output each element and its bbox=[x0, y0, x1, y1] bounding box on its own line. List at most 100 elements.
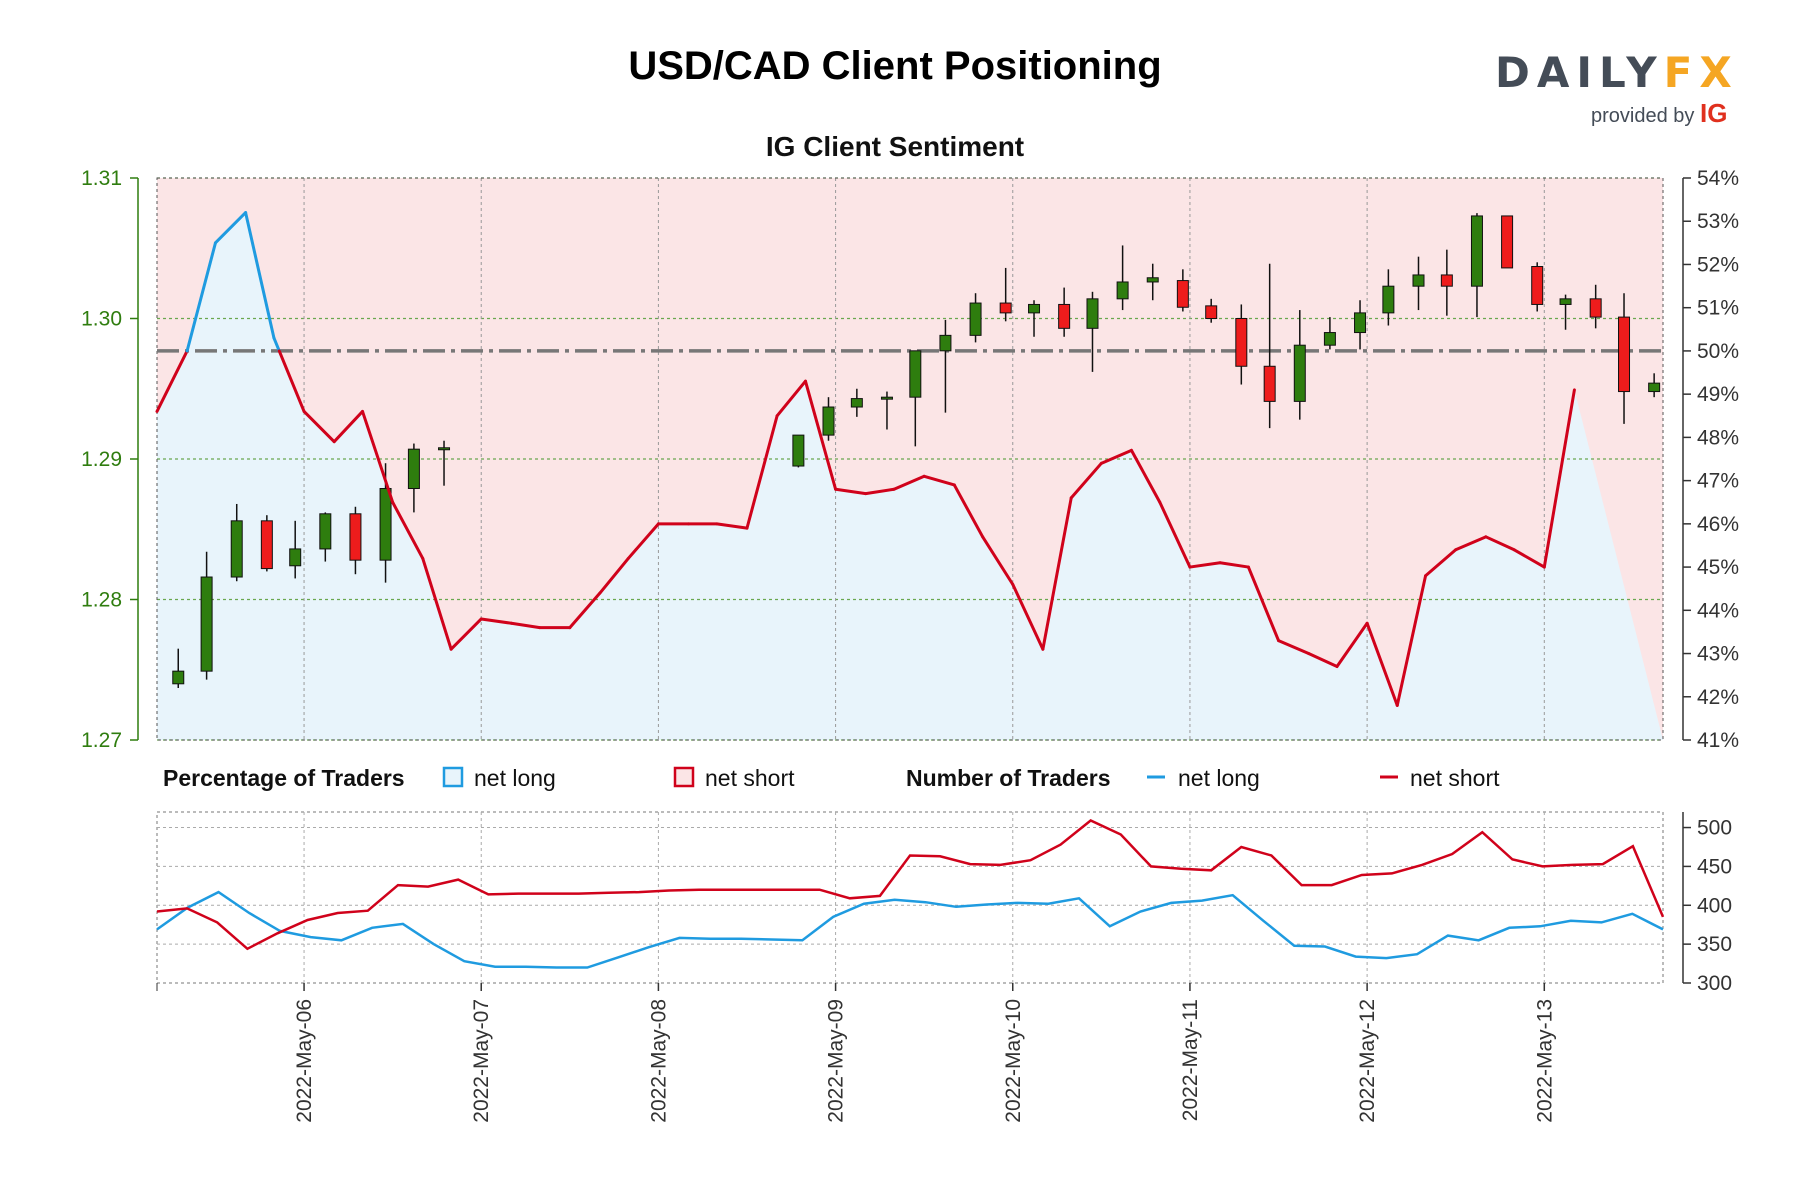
pct-short-segment bbox=[1335, 621, 1369, 669]
pct-tick-label: 41% bbox=[1697, 729, 1739, 752]
logo-brand-part2: FX bbox=[1663, 48, 1739, 97]
pct-segment bbox=[272, 336, 281, 353]
date-tick-label: 2022-May-10 bbox=[1002, 999, 1025, 1123]
dailyfx-logo: DAILYFX provided by IG bbox=[1495, 48, 1755, 128]
bullish-candle bbox=[438, 447, 451, 451]
bearish-candle bbox=[1531, 266, 1544, 305]
pct-short-segment bbox=[1246, 565, 1281, 643]
logo-brand-part1: DAILY bbox=[1495, 48, 1664, 97]
count-tick-label: 350 bbox=[1697, 933, 1732, 956]
bearish-candle bbox=[1501, 215, 1514, 269]
pct-short-segment bbox=[509, 621, 542, 630]
pct-short-segment bbox=[361, 409, 395, 504]
bullish-candle bbox=[1086, 298, 1099, 329]
pct-short-segment bbox=[922, 474, 956, 487]
bullish-candle bbox=[880, 396, 893, 400]
pct-short-segment bbox=[1484, 535, 1516, 552]
bullish-candle bbox=[822, 406, 835, 436]
chart-subtitle: IG Client Sentiment bbox=[765, 131, 1025, 162]
date-tick-label: 2022-May-11 bbox=[1179, 999, 1202, 1121]
bearish-candle bbox=[1058, 303, 1071, 329]
pct-tick-label: 42% bbox=[1697, 686, 1739, 709]
bullish-candle bbox=[1146, 277, 1159, 283]
pct-short-segment bbox=[391, 500, 425, 560]
pct-tick-label: 50% bbox=[1697, 340, 1739, 363]
price-tick-label: 1.28 bbox=[81, 589, 122, 612]
pct-short-segment bbox=[332, 409, 365, 444]
pct-short-segment bbox=[1099, 448, 1133, 465]
pct-short-segment bbox=[1307, 652, 1339, 669]
bullish-candle bbox=[792, 434, 805, 467]
bullish-candle bbox=[850, 398, 863, 408]
count-tick-label: 300 bbox=[1697, 972, 1732, 995]
bearish-candle bbox=[1205, 305, 1218, 320]
pct-short-segment bbox=[1041, 496, 1073, 651]
pct-tick-label: 53% bbox=[1697, 210, 1739, 233]
bullish-candle bbox=[939, 334, 952, 352]
price-tick-label: 1.29 bbox=[81, 448, 122, 471]
pct-short-segment bbox=[715, 522, 749, 530]
price-tick-label: 1.30 bbox=[81, 308, 122, 331]
bullish-candle bbox=[1028, 303, 1041, 314]
bearish-candle bbox=[1589, 298, 1602, 318]
pct-tick-label: 43% bbox=[1697, 643, 1739, 666]
pct-tick-label: 44% bbox=[1697, 599, 1739, 622]
logo-provided-text: provided by bbox=[1591, 105, 1695, 127]
bullish-candle bbox=[200, 576, 213, 672]
date-tick-label: 2022-May-09 bbox=[825, 999, 848, 1123]
pct-short-segment bbox=[1218, 561, 1250, 569]
pct-segment bbox=[277, 349, 306, 413]
date-tick-label: 2022-May-07 bbox=[470, 999, 493, 1123]
pct-short-segment bbox=[775, 379, 807, 418]
legend-pct-short-swatch bbox=[673, 766, 695, 788]
bullish-candle bbox=[1470, 215, 1483, 287]
pct-short-segment bbox=[302, 409, 336, 444]
pct-tick-label: 52% bbox=[1697, 253, 1739, 276]
legend-pct-short-label: net short bbox=[705, 765, 795, 791]
bullish-candle bbox=[1323, 332, 1336, 346]
pct-tick-label: 51% bbox=[1697, 297, 1739, 320]
ig-logo: IG bbox=[1699, 98, 1728, 128]
logo-wordmark: DAILYFX bbox=[1495, 48, 1755, 97]
pct-tick-label: 45% bbox=[1697, 556, 1739, 579]
pct-short-segment bbox=[568, 591, 602, 630]
legend-num-long-label: net long bbox=[1178, 765, 1260, 791]
pct-short-segment bbox=[864, 487, 896, 496]
bullish-candle bbox=[1354, 312, 1367, 334]
date-tick-label: 2022-May-06 bbox=[293, 999, 316, 1123]
logo-provided-by: provided by IG bbox=[1591, 98, 1727, 129]
pct-short-segment bbox=[1395, 574, 1428, 707]
pct-short-segment bbox=[834, 487, 868, 496]
legend-num-title: Number of Traders bbox=[906, 765, 1111, 791]
plot-border bbox=[156, 177, 1664, 741]
bearish-candle bbox=[1618, 316, 1631, 393]
bearish-candle bbox=[999, 302, 1012, 314]
pct-short-segment bbox=[745, 414, 779, 530]
pct-short-segment bbox=[1011, 582, 1045, 651]
pct-short-segment bbox=[1188, 561, 1222, 569]
pct-segment bbox=[155, 349, 189, 413]
legend-pct-long-label: net long bbox=[474, 765, 556, 791]
pct-short-segment bbox=[1277, 639, 1311, 656]
pct-short-segment bbox=[449, 617, 483, 651]
bullish-candle bbox=[1116, 281, 1129, 300]
pct-short-segment bbox=[892, 474, 926, 491]
bullish-candle bbox=[1412, 274, 1425, 287]
bullish-candle bbox=[289, 548, 302, 567]
net-long-area bbox=[157, 212, 1663, 741]
bullish-candle bbox=[909, 350, 922, 398]
bearish-candle bbox=[1263, 365, 1276, 402]
pct-tick-label: 47% bbox=[1697, 470, 1739, 493]
pct-short-segment bbox=[1542, 388, 1576, 569]
pct-tick-label: 54% bbox=[1697, 167, 1739, 190]
bullish-candle bbox=[969, 302, 982, 336]
bullish-candle bbox=[172, 670, 185, 685]
pct-long-segment bbox=[185, 241, 217, 353]
pct-short-segment bbox=[479, 617, 513, 625]
count-net-long-line bbox=[156, 890, 1664, 969]
count-tick-label: 450 bbox=[1697, 855, 1732, 878]
count-tick-label: 500 bbox=[1697, 817, 1732, 840]
price-tick-label: 1.31 bbox=[81, 167, 122, 190]
pct-long-segment bbox=[213, 211, 248, 245]
chart-title: USD/CAD Client Positioning bbox=[628, 44, 1162, 88]
